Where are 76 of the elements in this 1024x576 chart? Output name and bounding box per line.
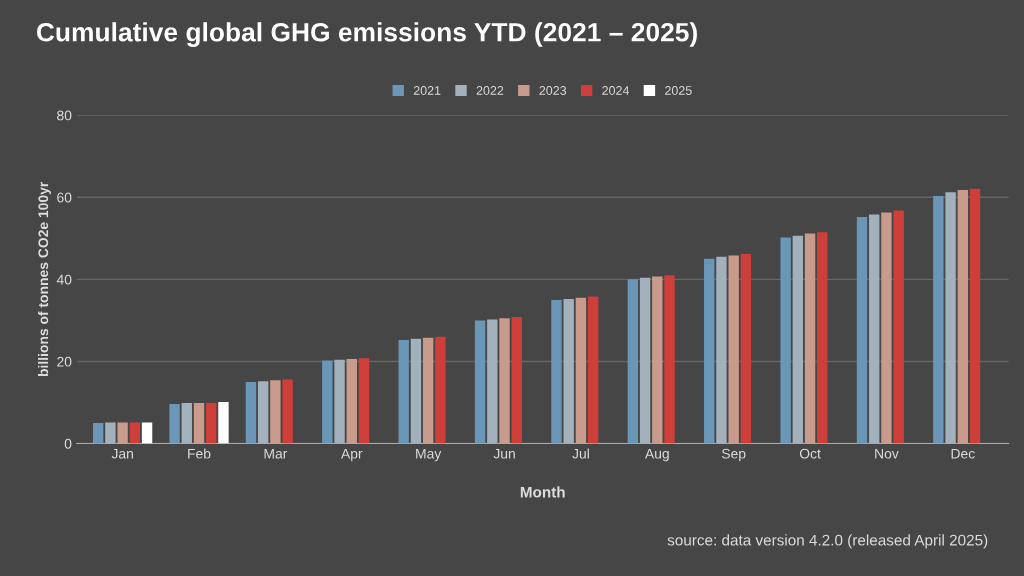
- bar: [740, 253, 752, 444]
- x-tick-label: Jun: [493, 448, 515, 459]
- legend-label: 2025: [665, 86, 692, 95]
- x-tick-label: Nov: [875, 448, 899, 459]
- x-tick-label: Sep: [721, 448, 746, 462]
- bar: [206, 402, 217, 444]
- bar: [639, 277, 651, 444]
- bar: [499, 318, 510, 444]
- bar: [957, 189, 969, 444]
- bar: [487, 319, 498, 444]
- y-tick-label: 60: [57, 192, 72, 203]
- source-note: source: data version 4.2.0 (released April 2025): [667, 534, 988, 549]
- bar: [474, 320, 486, 444]
- bar: [105, 422, 116, 444]
- y-axis-title: billions of tonnes CO2e 100yr: [37, 181, 51, 377]
- bar: [270, 380, 281, 444]
- bar: [218, 402, 229, 444]
- x-tick-label: Jul: [572, 448, 589, 459]
- bar: [780, 237, 791, 444]
- y-tick-label: 0: [64, 438, 72, 449]
- bar: [792, 235, 804, 444]
- legend-label: 2023: [539, 86, 567, 95]
- bar: [435, 336, 446, 444]
- bar: [817, 232, 828, 444]
- bar: [257, 381, 269, 444]
- legend-label: 2022: [476, 86, 504, 95]
- x-tick-label: Dec: [951, 448, 975, 459]
- x-tick-label: Jan: [111, 448, 133, 459]
- bar: [893, 210, 904, 444]
- bar: [652, 276, 663, 444]
- bar: [334, 359, 345, 444]
- legend-label: 2024: [602, 86, 630, 95]
- bar: [422, 337, 434, 444]
- bar: [398, 340, 409, 444]
- bar: [282, 379, 293, 444]
- x-axis-title: Month: [520, 486, 565, 498]
- bar: [627, 279, 639, 444]
- bar: [551, 299, 562, 444]
- bar: [933, 196, 944, 444]
- y-tick-label: 20: [57, 356, 72, 367]
- bar: [358, 358, 370, 444]
- bar: [563, 299, 574, 444]
- bar: [92, 423, 104, 444]
- x-tick-label: Mar: [264, 448, 288, 459]
- y-tick-label: 40: [56, 274, 72, 285]
- bar: [511, 317, 522, 444]
- bar: [804, 233, 816, 444]
- bar: [181, 402, 192, 444]
- x-tick-label: Oct: [799, 448, 821, 459]
- bar: [881, 212, 892, 444]
- bar: [664, 275, 675, 444]
- bar: [945, 192, 956, 444]
- bar: [969, 188, 981, 444]
- bar: [141, 422, 153, 444]
- x-tick-label: Feb: [188, 448, 211, 459]
- bar: [716, 256, 727, 444]
- bar: [587, 296, 599, 444]
- bar: [129, 422, 141, 444]
- legend-label: 2021: [413, 86, 441, 95]
- bar: [245, 381, 257, 444]
- bar: [856, 216, 868, 444]
- bar: [704, 258, 715, 444]
- y-tick-label: 80: [57, 110, 72, 121]
- bar: [169, 404, 180, 444]
- bar: [575, 297, 587, 444]
- x-tick-label: Apr: [340, 448, 363, 462]
- bar: [410, 338, 422, 444]
- bar: [193, 402, 205, 444]
- bar: [117, 422, 128, 444]
- x-tick-label: May: [416, 448, 442, 462]
- bar: [728, 255, 739, 444]
- bar: [346, 358, 357, 444]
- bar: [869, 214, 880, 444]
- x-tick-label: Aug: [644, 448, 669, 462]
- chart-title: Cumulative global GHG emissions YTD (2021 – 2025): [36, 22, 697, 47]
- bar: [322, 360, 333, 444]
